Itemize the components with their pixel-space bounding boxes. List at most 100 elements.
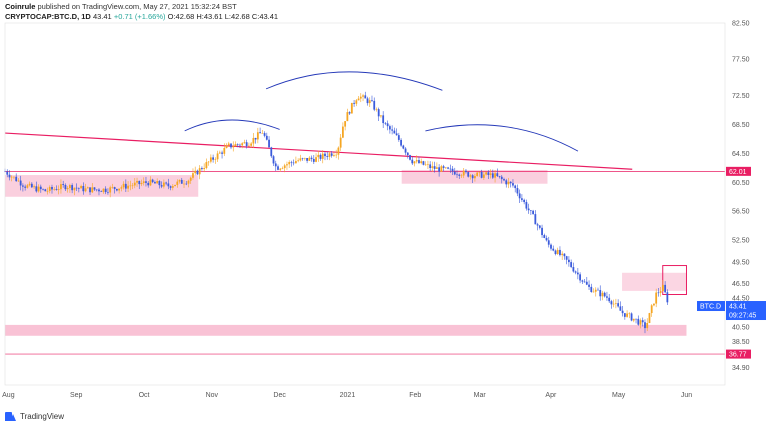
candle-body xyxy=(590,286,593,293)
candle-body xyxy=(53,189,56,190)
candle-body xyxy=(310,157,313,159)
candle-body xyxy=(44,189,47,192)
candle-body xyxy=(227,143,230,146)
candle-body xyxy=(641,320,644,323)
y-tick-label: 64.50 xyxy=(732,151,750,158)
candle-body xyxy=(666,292,669,303)
candle-body xyxy=(467,172,470,177)
candle-body xyxy=(406,152,409,156)
y-tick-label: 40.50 xyxy=(732,325,750,332)
candle-body xyxy=(198,168,201,175)
descending-trendline xyxy=(4,132,633,170)
candle-body xyxy=(453,171,456,175)
candle-body xyxy=(621,310,624,314)
candle-body xyxy=(328,153,331,157)
candle-body xyxy=(592,291,595,293)
candle-body xyxy=(201,168,203,170)
candle-body xyxy=(554,250,557,255)
candle-body xyxy=(104,188,107,193)
candle-body xyxy=(312,158,315,162)
y-tick-label: 52.50 xyxy=(732,238,750,245)
head-arc xyxy=(265,71,443,91)
candle-body xyxy=(288,162,291,165)
candle-body xyxy=(306,158,308,161)
highlight-box xyxy=(662,265,687,296)
candle-body xyxy=(19,180,22,186)
candle-body xyxy=(547,240,550,245)
candle-body xyxy=(527,208,530,211)
candle-body xyxy=(570,262,573,268)
tradingview-footer[interactable]: TradingView xyxy=(5,412,64,421)
candle-body xyxy=(344,121,347,127)
candle-body xyxy=(115,189,118,191)
candle-body xyxy=(15,176,18,182)
candle-body xyxy=(650,305,653,314)
candle-body xyxy=(444,167,447,169)
candle-body xyxy=(95,189,98,191)
candle-body xyxy=(451,168,454,172)
candle-body xyxy=(534,214,537,225)
y-tick-label: 68.50 xyxy=(732,122,750,129)
symbol-label[interactable]: CRYPTOCAP:BTC.D, 1D xyxy=(5,12,91,21)
candle-body xyxy=(395,133,398,136)
current-price-label: 43.41 xyxy=(729,304,747,311)
candle-body xyxy=(639,320,642,325)
candle-body xyxy=(335,154,338,156)
candle-body xyxy=(339,137,342,148)
candle-body xyxy=(286,164,288,166)
candle-body xyxy=(22,185,24,187)
candle-body xyxy=(185,183,188,185)
candle-body xyxy=(391,129,394,131)
candle-body xyxy=(100,191,103,192)
candle-body xyxy=(371,100,373,101)
candle-body xyxy=(541,227,543,236)
candle-body xyxy=(346,112,349,122)
candle-body xyxy=(178,179,181,182)
level-62-label: 62.01 xyxy=(729,169,747,176)
candle-body xyxy=(169,186,172,188)
candle-body xyxy=(500,176,503,180)
candle-body xyxy=(431,166,434,169)
candle-body xyxy=(187,180,190,184)
chart-header: Coinrule published on TradingView.com, M… xyxy=(0,0,768,22)
candle-body xyxy=(241,143,244,146)
candle-body xyxy=(290,162,293,163)
candle-body xyxy=(375,109,378,110)
candle-body xyxy=(214,159,217,160)
candle-body xyxy=(456,174,458,176)
candle-body xyxy=(6,171,9,175)
candle-body xyxy=(402,145,405,149)
candle-body xyxy=(512,183,514,186)
y-tick-label: 34.90 xyxy=(732,365,750,372)
x-tick-label: Jun xyxy=(681,392,692,399)
candle-body xyxy=(75,187,78,189)
right-shoulder-arc xyxy=(425,124,579,152)
candle-body xyxy=(281,168,284,169)
left-shoulder-arc xyxy=(184,119,280,132)
candle-body xyxy=(400,139,402,146)
candle-body xyxy=(359,96,362,99)
x-tick-label: May xyxy=(612,392,626,399)
y-tick-label: 72.50 xyxy=(732,93,750,100)
candle-body xyxy=(55,189,58,190)
candle-body xyxy=(295,161,297,164)
candle-body xyxy=(131,185,134,187)
candle-body xyxy=(263,133,266,136)
level-36-label: 36.77 xyxy=(729,352,747,359)
annotation-lines-layer xyxy=(4,71,725,355)
candle-body xyxy=(176,181,179,185)
candle-body xyxy=(84,188,87,192)
candle-body xyxy=(442,166,445,168)
candle-body xyxy=(124,183,127,189)
candle-body xyxy=(232,146,235,148)
candle-body xyxy=(80,185,82,189)
candle-body xyxy=(324,153,326,157)
candle-body xyxy=(149,179,152,186)
candle-body xyxy=(460,175,463,177)
candle-body xyxy=(348,112,351,114)
candle-body xyxy=(292,162,295,164)
candle-body xyxy=(556,249,559,255)
candle-body xyxy=(68,185,71,189)
candle-body xyxy=(151,179,154,183)
